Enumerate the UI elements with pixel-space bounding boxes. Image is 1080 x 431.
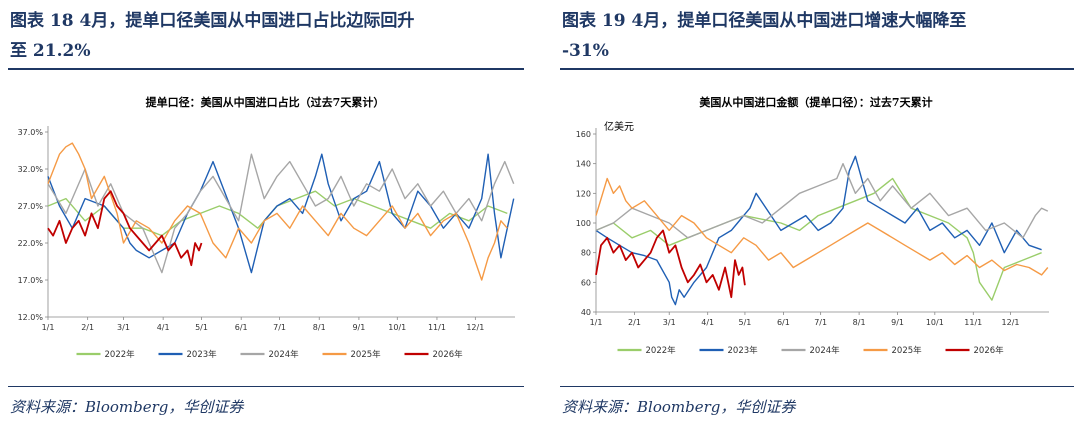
figure-title-line2: -31%	[562, 41, 609, 61]
x-tick-label: 8/1	[853, 318, 866, 327]
source-divider	[8, 386, 524, 387]
legend-label: 2022年	[646, 345, 677, 356]
x-tick-label: 1/1	[590, 318, 603, 327]
legend-label: 2022年	[105, 349, 136, 360]
series-line-2023年	[47, 153, 515, 274]
legend-label: 2024年	[810, 345, 841, 356]
x-tick-label: 12/1	[466, 323, 484, 332]
legend-label: 2023年	[187, 349, 218, 360]
y-tick-label: 37.0%	[18, 128, 44, 137]
y-tick-label: 32.0%	[18, 165, 44, 174]
y-tick-label: 60	[581, 278, 591, 287]
x-tick-label: 10/1	[926, 318, 944, 327]
legend-label: 2025年	[892, 345, 923, 356]
x-tick-label: 1/1	[42, 323, 55, 332]
y-tick-label: 140	[576, 160, 591, 169]
y-tick-label: 160	[576, 130, 591, 139]
x-tick-label: 5/1	[738, 318, 751, 327]
x-tick-label: 11/1	[964, 318, 982, 327]
x-tick-label: 7/1	[814, 318, 827, 327]
source-note: 资料来源：Bloomberg，华创证券	[10, 398, 244, 416]
x-tick-label: 8/1	[313, 323, 326, 332]
figure-title-line2: 至 21.2%	[10, 41, 91, 61]
x-tick-label: 4/1	[157, 323, 170, 332]
figure-title: 图表 18 4月，提单口径美国从中国进口占比边际回升 至 21.2%	[10, 6, 520, 66]
y-tick-label: 22.0%	[18, 239, 44, 248]
y-tick-label: 12.0%	[18, 313, 44, 322]
x-tick-label: 6/1	[777, 318, 790, 327]
x-tick-label: 7/1	[273, 323, 286, 332]
legend-label: 2026年	[433, 349, 464, 360]
legend-label: 2025年	[351, 349, 382, 360]
x-tick-label: 12/1	[1002, 318, 1020, 327]
x-tick-label: 5/1	[195, 323, 208, 332]
title-divider	[560, 68, 1074, 70]
x-tick-label: 3/1	[663, 318, 676, 327]
x-tick-label: 10/1	[388, 323, 406, 332]
series-line-2024年	[595, 162, 1049, 239]
line-chart-import-share: 提单口径：美国从中国进口占比（过去7天累计） 12.0% 17.0% 22.0% 27.…	[18, 95, 515, 360]
series-line-2025年	[595, 177, 1049, 276]
series-line-2025年	[47, 142, 508, 281]
figure-title: 图表 19 4月，提单口径美国从中国进口增速大幅降至 -31%	[562, 6, 1072, 66]
y-tick-label: 100	[576, 219, 591, 228]
series-line-2024年	[47, 153, 515, 274]
x-tick-label: 11/1	[428, 323, 446, 332]
x-tick-label: 4/1	[701, 318, 714, 327]
x-tick-label: 9/1	[891, 318, 904, 327]
figure-panel-right: 图表 19 4月，提单口径美国从中国进口增速大幅降至 -31% 美国从中国进口金…	[552, 0, 1080, 431]
y-tick-label: 40	[581, 308, 591, 317]
series-line-2023年	[595, 155, 1042, 306]
y-tick-label: 17.0%	[18, 276, 44, 285]
x-tick-label: 9/1	[352, 323, 365, 332]
title-divider	[8, 68, 524, 70]
legend-label: 2024年	[269, 349, 300, 360]
series-line-2026年	[595, 229, 746, 299]
chart-title: 提单口径：美国从中国进口占比（过去7天累计）	[146, 95, 385, 109]
y-tick-label: 27.0%	[18, 202, 44, 211]
x-tick-label: 2/1	[628, 318, 641, 327]
source-note: 资料来源：Bloomberg，华创证券	[562, 398, 796, 416]
figure-title-line1: 图表 18 4月，提单口径美国从中国进口占比边际回升	[10, 11, 415, 31]
x-tick-label: 3/1	[117, 323, 130, 332]
y-tick-label: 80	[581, 249, 591, 258]
y-axis-unit-label: 亿美元	[604, 120, 634, 133]
x-tick-label: 2/1	[81, 323, 94, 332]
legend-label: 2023年	[728, 345, 759, 356]
chart-title: 美国从中国进口金额（提单口径）：过去7天累计	[699, 95, 932, 109]
y-tick-label: 120	[576, 189, 591, 198]
source-divider	[560, 386, 1074, 387]
series-line-2022年	[595, 177, 1042, 301]
legend-label: 2026年	[974, 345, 1005, 356]
series-line-2026年	[47, 190, 203, 267]
figure-panel-left: 图表 18 4月，提单口径美国从中国进口占比边际回升 至 21.2% 提单口径：…	[0, 0, 530, 431]
figure-title-line1: 图表 19 4月，提单口径美国从中国进口增速大幅降至	[562, 11, 967, 31]
x-tick-label: 6/1	[235, 323, 248, 332]
